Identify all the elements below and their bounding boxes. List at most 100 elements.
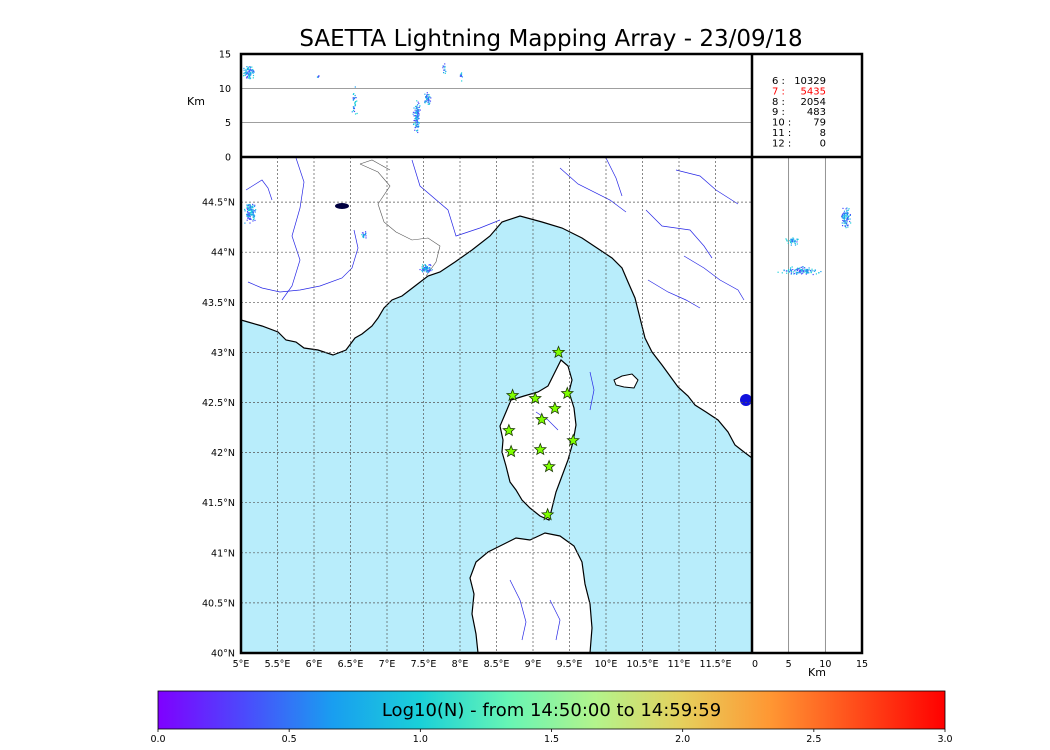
lon-tick-label: 9°E bbox=[525, 659, 542, 670]
lightning-source bbox=[788, 269, 790, 271]
lightning-source bbox=[248, 204, 250, 206]
lightning-source bbox=[790, 272, 793, 274]
lightning-source bbox=[254, 211, 256, 213]
stats-value: 483 bbox=[807, 107, 826, 118]
lightning-source bbox=[250, 74, 252, 76]
top-altitude-tick: 10 bbox=[219, 84, 231, 95]
lightning-source bbox=[427, 271, 429, 273]
lightning-source bbox=[846, 207, 848, 209]
lightning-source bbox=[841, 215, 844, 217]
lightning-source bbox=[413, 119, 415, 122]
lightning-source bbox=[249, 204, 251, 206]
lightning-source bbox=[846, 216, 849, 218]
lightning-source bbox=[794, 270, 796, 272]
lightning-source bbox=[459, 75, 461, 77]
lightning-source bbox=[460, 74, 462, 77]
lightning-source bbox=[362, 235, 364, 237]
lightning-source bbox=[419, 105, 421, 107]
lightning-source bbox=[442, 67, 444, 69]
lightning-source bbox=[777, 271, 779, 273]
lightning-source bbox=[844, 212, 846, 214]
lightning-source bbox=[803, 271, 805, 273]
lightning-source bbox=[428, 103, 430, 105]
lightning-source bbox=[416, 110, 418, 112]
lightning-source bbox=[805, 268, 807, 271]
lightning-source bbox=[788, 271, 790, 273]
lightning-source bbox=[429, 100, 432, 102]
lat-tick-label: 44.5°N bbox=[202, 198, 235, 209]
lightning-source bbox=[428, 100, 430, 102]
lightning-source bbox=[425, 271, 428, 273]
side-altitude-axis-label: Km bbox=[808, 666, 826, 679]
lightning-source bbox=[795, 269, 797, 271]
colorbar-tick-label: 0.5 bbox=[282, 734, 297, 745]
lightning-source bbox=[799, 270, 802, 272]
lightning-source bbox=[245, 71, 247, 73]
lightning-source bbox=[417, 113, 419, 116]
lon-tick-label: 10°E bbox=[595, 659, 618, 670]
station-star bbox=[560, 386, 575, 400]
lightning-source bbox=[415, 116, 417, 119]
lightning-source bbox=[252, 210, 254, 212]
lightning-source bbox=[427, 97, 430, 99]
lightning-source bbox=[249, 208, 251, 211]
lightning-source bbox=[248, 71, 250, 73]
lightning-source bbox=[248, 209, 251, 212]
lon-tick-label: 9.5°E bbox=[557, 659, 583, 670]
lightning-source bbox=[843, 212, 845, 214]
lightning-source bbox=[246, 211, 249, 213]
lat-tick-label: 43°N bbox=[211, 348, 235, 359]
side-altitude-panel: 0 5 10 15 Km bbox=[752, 157, 868, 679]
lightning-source bbox=[254, 215, 256, 217]
lightning-source bbox=[846, 219, 848, 221]
lightning-source bbox=[413, 123, 415, 125]
lightning-source bbox=[795, 271, 797, 273]
lightning-source bbox=[250, 207, 252, 210]
lightning-source bbox=[850, 222, 852, 224]
lightning-source bbox=[417, 118, 419, 120]
top-altitude-panel: 0 5 10 15 Km bbox=[187, 50, 752, 164]
lightning-source bbox=[796, 268, 798, 270]
lightning-source bbox=[248, 208, 250, 211]
lightning-source bbox=[843, 215, 845, 217]
lightning-source bbox=[414, 112, 416, 114]
colorbar-tick-label: 3.0 bbox=[937, 734, 952, 745]
lightning-source bbox=[362, 236, 365, 239]
lightning-source bbox=[248, 69, 250, 71]
lightning-source bbox=[245, 73, 247, 75]
lightning-source bbox=[841, 215, 843, 217]
stats-key: 9 : bbox=[772, 107, 785, 118]
lightning-source bbox=[789, 268, 792, 270]
lightning-source bbox=[245, 68, 247, 71]
lightning-source bbox=[810, 271, 812, 273]
chart-title: SAETTA Lightning Mapping Array - 23/09/1… bbox=[299, 26, 802, 52]
lightning-source bbox=[794, 272, 796, 275]
lightning-source bbox=[781, 272, 783, 274]
lightning-source bbox=[849, 218, 851, 220]
lightning-source bbox=[247, 72, 249, 74]
lightning-source bbox=[363, 233, 365, 236]
station-star bbox=[504, 444, 518, 458]
country-border bbox=[359, 159, 391, 171]
lightning-source bbox=[365, 235, 367, 237]
lightning-source bbox=[797, 268, 800, 270]
lightning-source bbox=[243, 72, 245, 74]
lightning-source bbox=[428, 264, 430, 266]
top-altitude-tick: 5 bbox=[225, 118, 231, 129]
top-panel-gridlines bbox=[241, 87, 752, 124]
mainland-coast bbox=[241, 157, 752, 459]
lightning-source bbox=[415, 122, 418, 124]
lightning-source bbox=[843, 222, 845, 225]
lightning-source bbox=[355, 100, 357, 103]
corsica-island bbox=[499, 359, 577, 521]
elba-island bbox=[613, 373, 639, 389]
lightning-source bbox=[427, 99, 429, 101]
lat-tick-label: 42°N bbox=[211, 448, 235, 459]
lightning-source bbox=[247, 67, 249, 69]
lightning-source bbox=[249, 78, 251, 80]
lightning-source bbox=[843, 221, 845, 223]
lightning-source bbox=[442, 72, 445, 74]
colorbar-ticks: 0.0 0.5 1.0 1.5 2.0 2.5 3.0 bbox=[150, 729, 953, 745]
lat-tick-label: 41.5°N bbox=[202, 498, 235, 509]
lightning-source bbox=[443, 65, 445, 67]
